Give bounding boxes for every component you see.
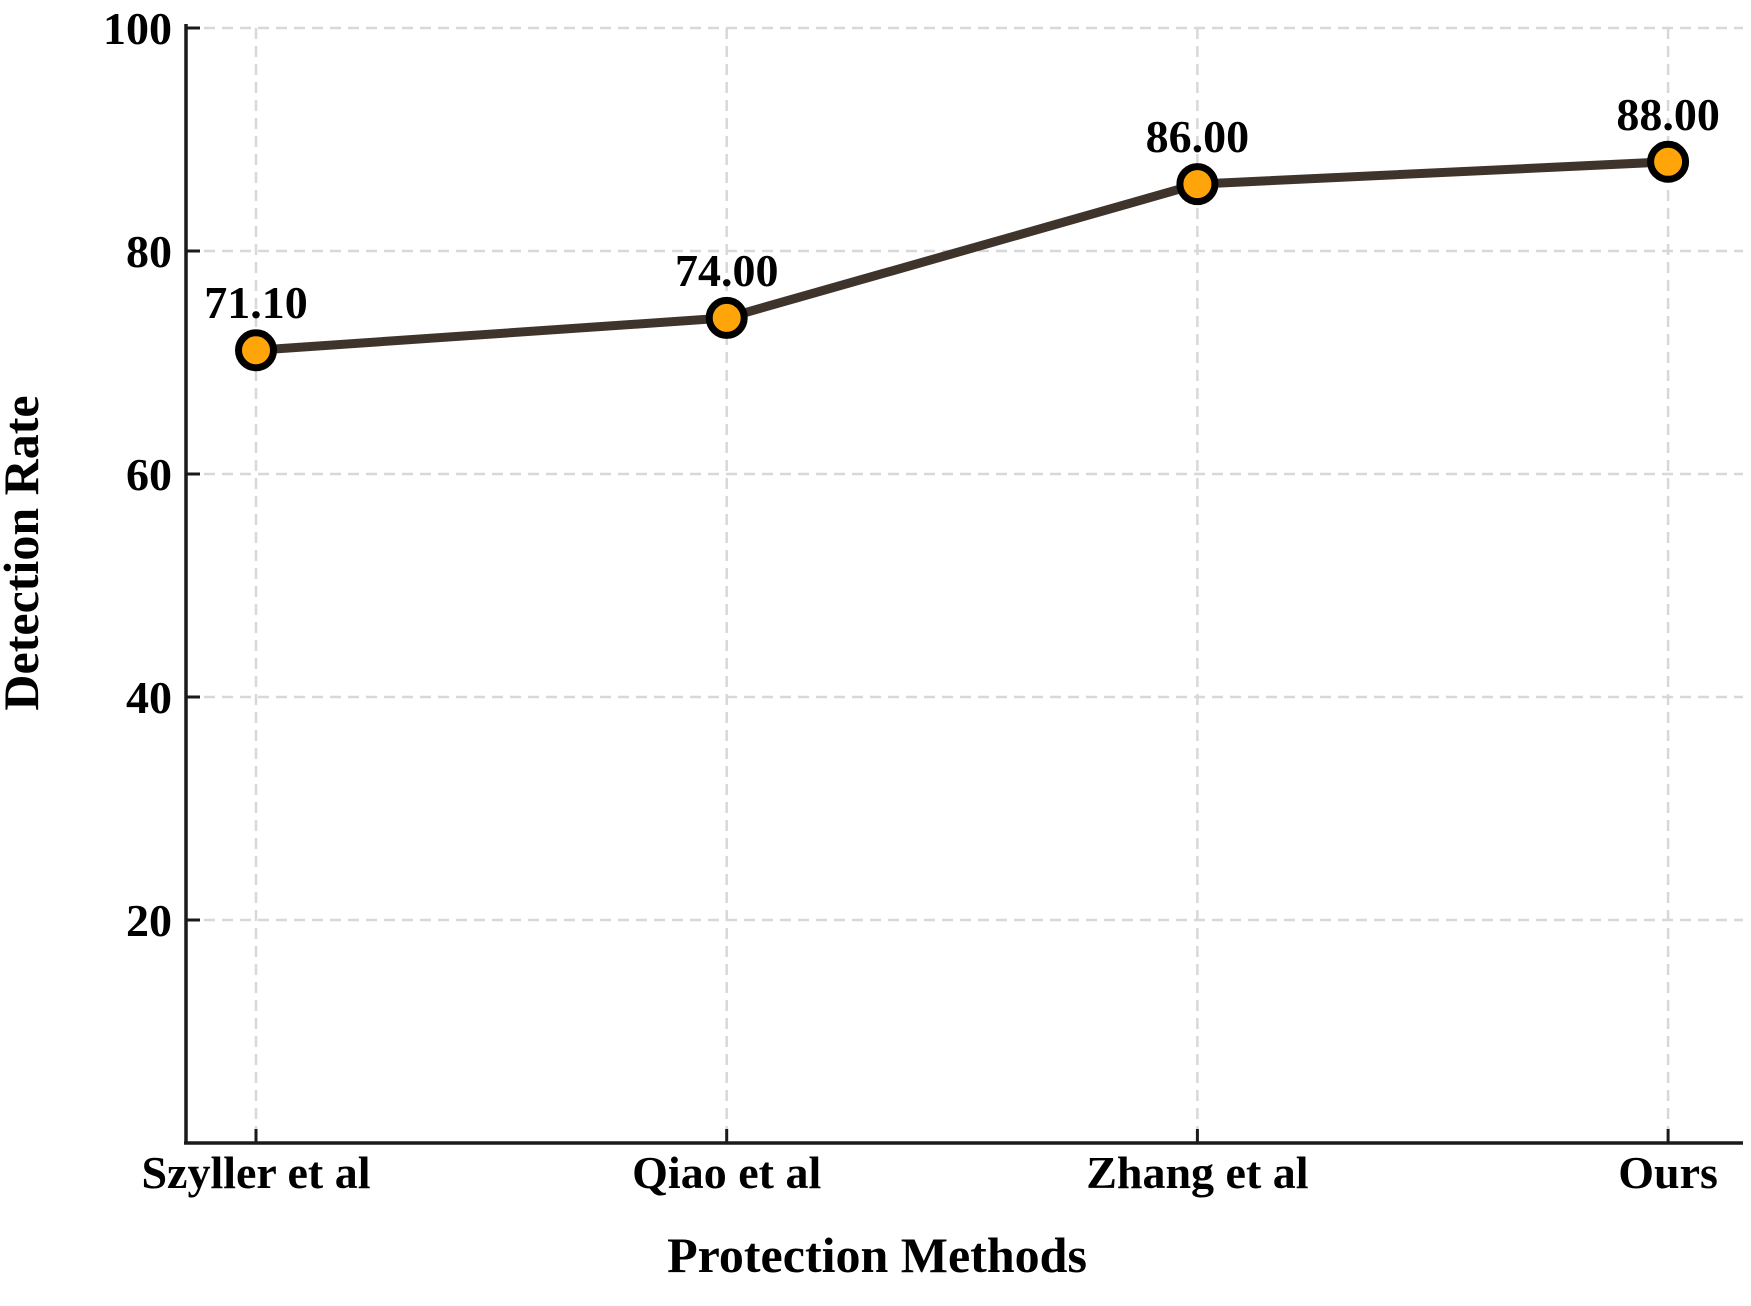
x-axis-title: Protection Methods bbox=[667, 1227, 1087, 1283]
y-tick-label: 40 bbox=[126, 672, 172, 723]
y-axis-title: Detection Rate bbox=[0, 395, 49, 710]
data-point-labels: 71.10 74.00 86.00 88.00 bbox=[204, 89, 1720, 328]
x-tick-label: Ours bbox=[1618, 1147, 1718, 1198]
data-point-value-label: 88.00 bbox=[1616, 89, 1720, 140]
data-point-value-label: 71.10 bbox=[204, 277, 308, 328]
gridlines bbox=[186, 26, 1743, 1143]
data-point-marker bbox=[705, 296, 748, 339]
data-point-marker bbox=[235, 329, 277, 372]
x-tick-label: Qiao et al bbox=[632, 1147, 821, 1198]
data-point-marker bbox=[1176, 163, 1219, 206]
y-tick-label: 80 bbox=[126, 226, 172, 277]
series-line bbox=[251, 157, 1673, 355]
y-tick-labels: 20 40 60 80 100 bbox=[103, 3, 172, 946]
y-tick-label: 20 bbox=[126, 895, 172, 946]
data-point-value-label: 86.00 bbox=[1146, 111, 1250, 162]
x-tick-label: Szyller et al bbox=[141, 1147, 370, 1198]
axes bbox=[184, 24, 1743, 1145]
y-tick-label: 100 bbox=[103, 3, 172, 54]
data-point-value-label: 74.00 bbox=[675, 245, 779, 296]
series-polyline bbox=[251, 157, 1673, 355]
x-tick-labels: Szyller et al Qiao et al Zhang et al Ours bbox=[141, 1147, 1717, 1198]
data-points bbox=[235, 140, 1690, 372]
data-point-marker bbox=[1647, 140, 1690, 183]
x-tick-label: Zhang et al bbox=[1086, 1147, 1308, 1198]
y-tick-label: 60 bbox=[126, 449, 172, 500]
